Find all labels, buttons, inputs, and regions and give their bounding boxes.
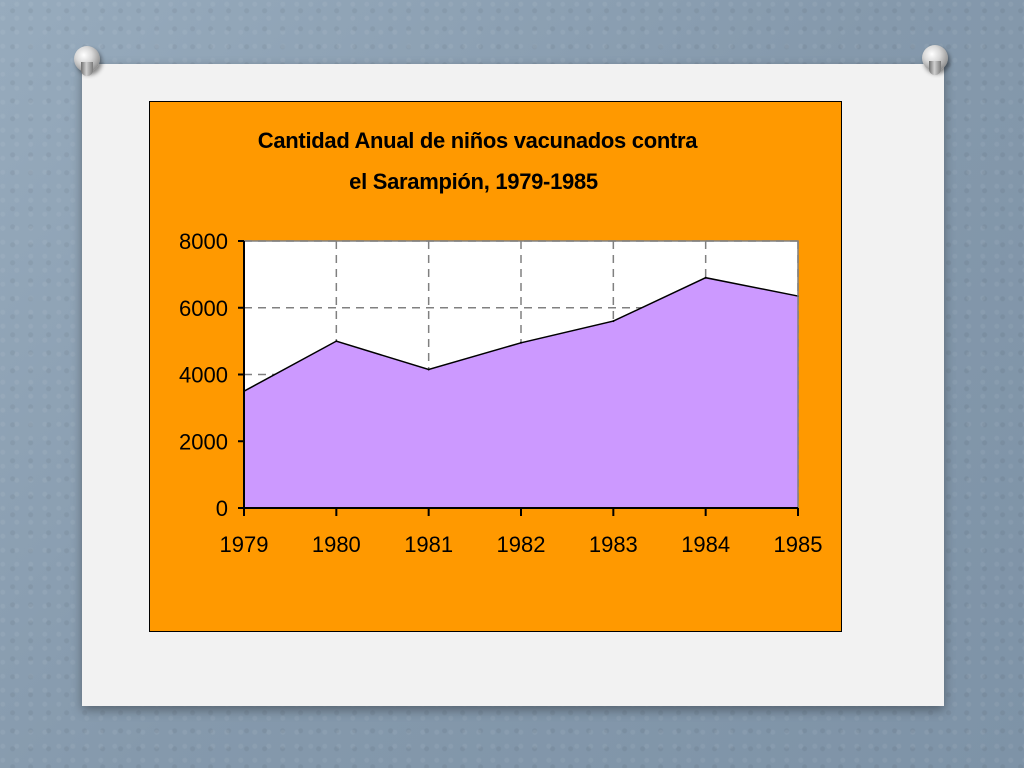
y-tick-label: 0 — [216, 496, 228, 521]
chart-title-line-2: el Sarampión, 1979-1985 — [349, 169, 598, 194]
x-tick-label: 1979 — [220, 532, 269, 557]
x-tick-label: 1981 — [404, 532, 453, 557]
x-tick-label: 1982 — [497, 532, 546, 557]
chart-panel: Cantidad Anual de niños vacunados contra… — [149, 101, 842, 632]
pushpin-icon — [74, 46, 100, 76]
data-point — [427, 368, 430, 371]
area-series — [244, 277, 798, 508]
x-tick-label: 1983 — [589, 532, 638, 557]
x-tick-label: 1985 — [774, 532, 823, 557]
x-tick-label: 1980 — [312, 532, 361, 557]
chart-title-line-1: Cantidad Anual de niños vacunados contra — [257, 128, 698, 153]
pushpin-icon — [922, 45, 948, 75]
y-tick-label: 4000 — [179, 363, 228, 388]
y-tick-label: 8000 — [179, 229, 228, 254]
data-point — [520, 341, 522, 344]
data-point — [704, 276, 707, 279]
area-chart: 0 2000 4000 6000 8000 1979 1980 1981 1982 1983 198… — [179, 229, 823, 557]
y-tick-label: 2000 — [179, 429, 228, 454]
data-point — [335, 340, 338, 343]
data-point — [612, 320, 615, 323]
y-tick-label: 6000 — [179, 296, 228, 321]
x-tick-label: 1984 — [681, 532, 730, 557]
